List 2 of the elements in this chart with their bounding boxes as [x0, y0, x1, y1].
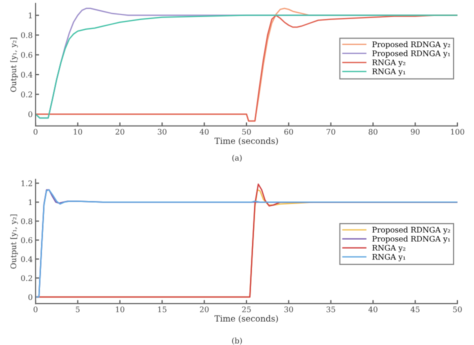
x-axis-title: Time (seconds)	[214, 315, 278, 323]
x-axis-title: Time (seconds)	[214, 137, 278, 146]
